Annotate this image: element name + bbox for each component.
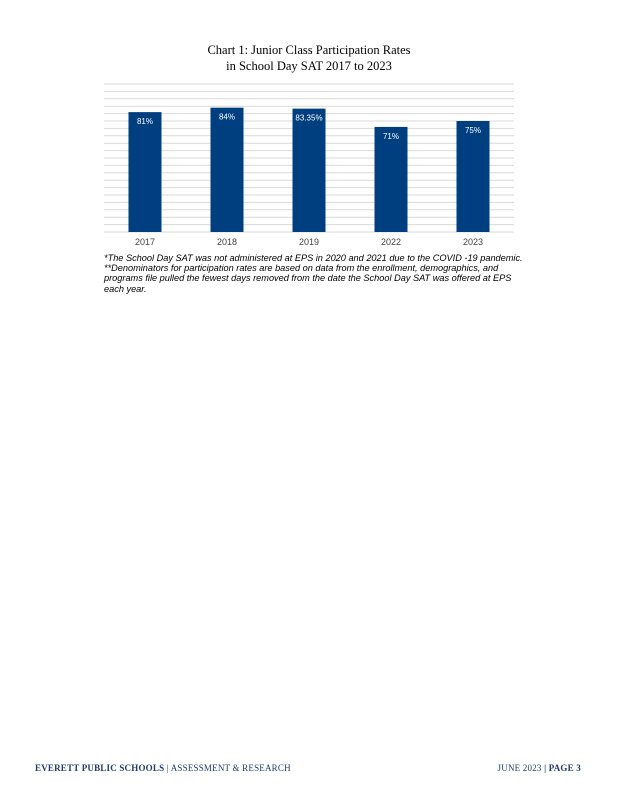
footer-department: ASSESSMENT & RESEARCH [170,763,291,773]
x-tick-2022: 2022 [381,237,401,247]
chart-title: Chart 1: Junior Class Participation Rate… [0,42,618,74]
chart-title-line-1: Chart 1: Junior Class Participation Rate… [207,43,411,57]
bar-2023 [456,121,490,232]
data-label-2022: 71% [383,132,399,141]
chart-x-tick-labels: 2017 2018 2019 2022 2023 [135,237,483,247]
chart-notes: *The School Day SAT was not administered… [104,253,524,294]
x-tick-2019: 2019 [299,237,319,247]
footer-organization: EVERETT PUBLIC SCHOOLS | ASSESSMENT & RE… [35,763,291,773]
chart-bars [128,107,490,232]
footer-date: JUNE 2023 [497,763,542,773]
data-label-2023: 75% [465,126,481,135]
bar-2019 [292,108,326,232]
footer-page-number: PAGE 3 [548,763,581,773]
bar-2022 [374,126,408,232]
data-label-2018: 84% [219,113,235,122]
data-label-2019: 83.35% [295,114,322,123]
bar-chart: 81% 84% 83.35% 71% 75% 2017 2018 2019 2022 2023 [104,83,514,247]
footer-page-info: JUNE 2023 | PAGE 3 [498,763,581,773]
chart-title-line-2: in School Day SAT 2017 to 2023 [226,59,392,73]
x-tick-2017: 2017 [135,237,155,247]
x-tick-2023: 2023 [463,237,483,247]
note-covid: *The School Day SAT was not administered… [104,253,523,263]
bar-2017 [128,112,162,232]
chart-data-labels: 81% 84% 83.35% 71% 75% [137,113,481,141]
bar-2018 [210,107,244,232]
x-tick-2018: 2018 [217,237,237,247]
footer-separator-right: | [544,763,547,773]
footer-org-name: EVERETT PUBLIC SCHOOLS [35,763,165,773]
data-label-2017: 81% [137,117,153,126]
footer-separator: | [166,763,169,773]
note-denominators: **Denominators for participation rates a… [104,263,512,294]
